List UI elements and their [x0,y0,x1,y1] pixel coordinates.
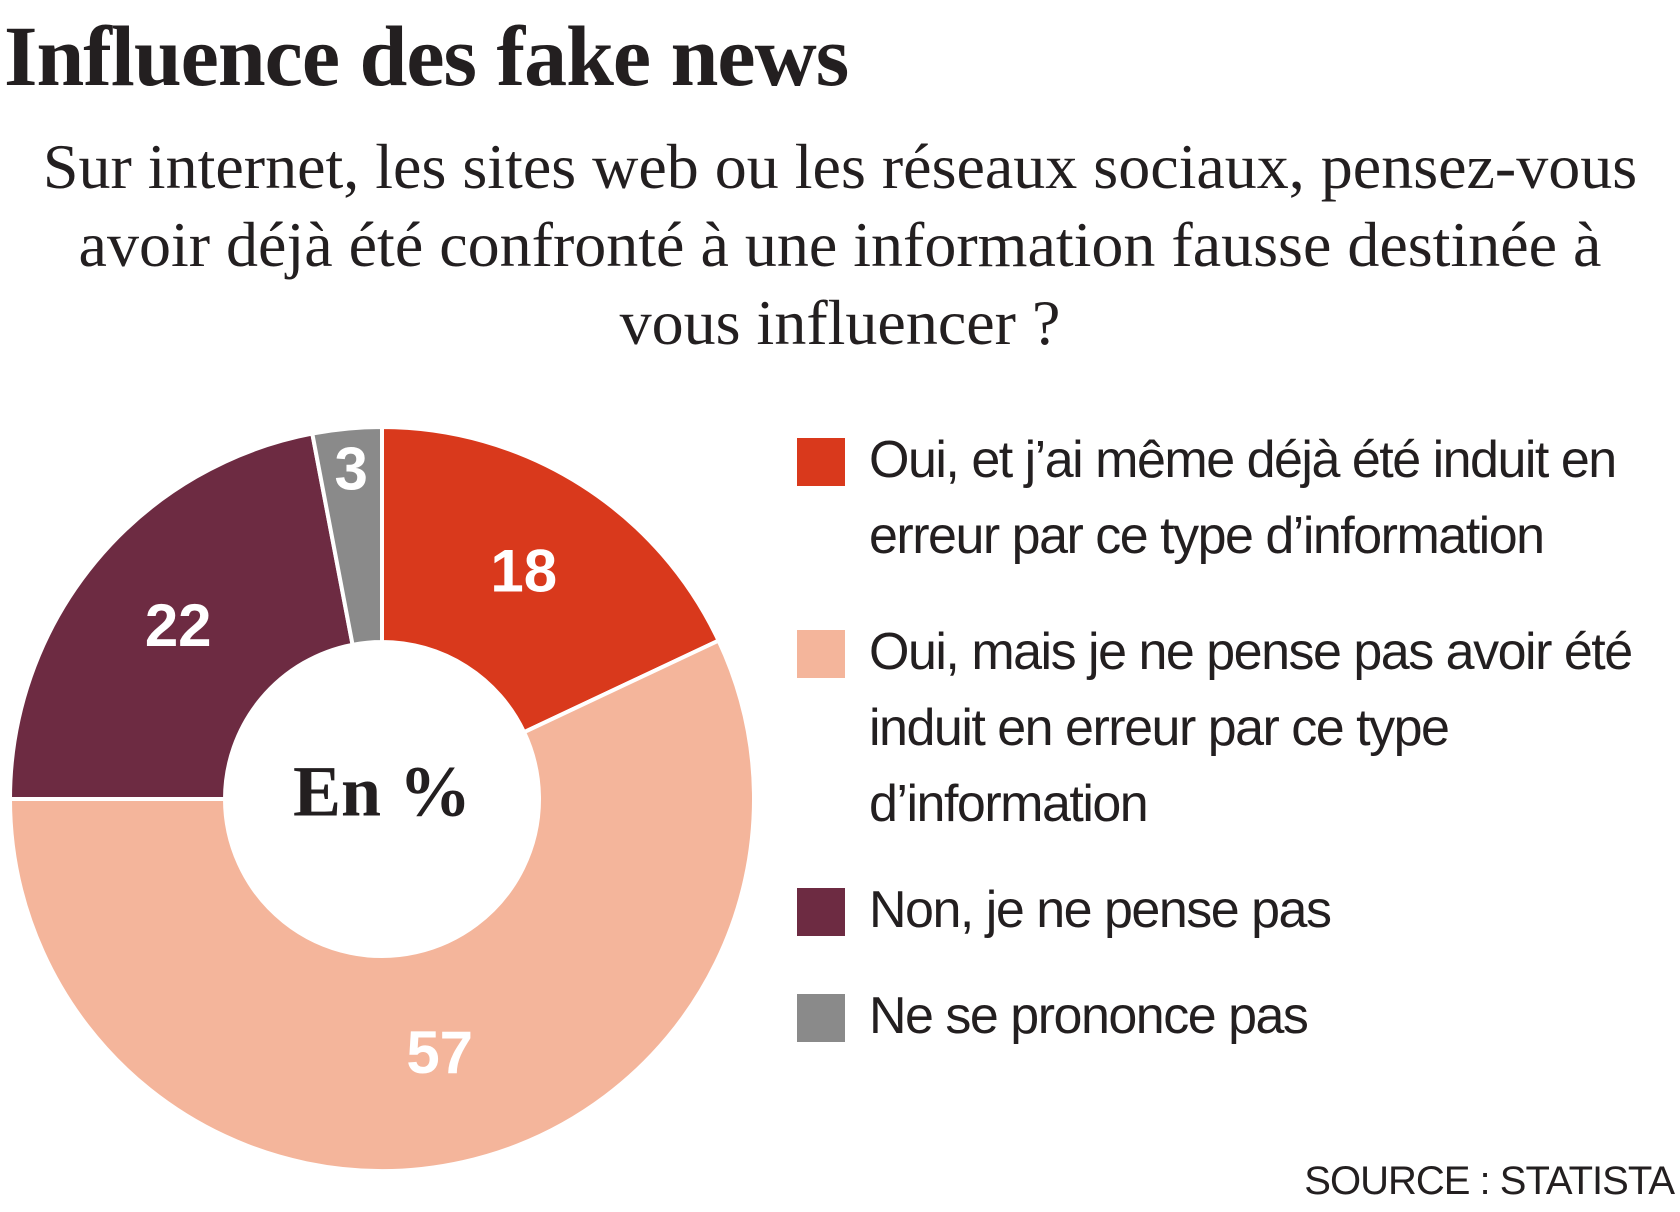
legend-label: Oui, et j’ai même déjà été induit en err… [869,431,1617,565]
chart-subtitle: Sur internet, les sites web ou les résea… [42,131,1638,358]
center-label: En % [293,752,471,832]
data-label: 22 [145,592,212,659]
legend-item: Oui, mais je ne pense pas avoir été indu… [797,614,1677,842]
pie-segment [7,431,355,801]
pie-segment [380,424,722,735]
chart-title: Influence des fake news [4,8,849,104]
legend-label: Oui, mais je ne pense pas avoir été indu… [869,623,1633,833]
legend-item: Non, je ne pense pas [797,872,1677,948]
legend: Oui, et j’ai même déjà été induit en err… [797,422,1677,1054]
legend-swatch [797,438,845,486]
legend-item: Oui, et j’ai même déjà été induit en err… [797,422,1677,574]
data-label: 3 [335,435,368,502]
data-label: 18 [490,538,557,605]
source: SOURCE : STATISTA [1304,1159,1675,1203]
legend-label: Non, je ne pense pas [869,881,1332,939]
pie-segment [309,424,384,648]
legend-label: Ne se prononce pas [869,987,1309,1045]
data-label: 57 [406,1019,473,1086]
pie-segment [7,637,756,1173]
legend-swatch [797,888,845,936]
legend-swatch [797,630,845,678]
donut-chart: 18 57 22 3 En % [7,424,756,1173]
legend-swatch [797,994,845,1042]
legend-item: Ne se prononce pas [797,978,1677,1054]
